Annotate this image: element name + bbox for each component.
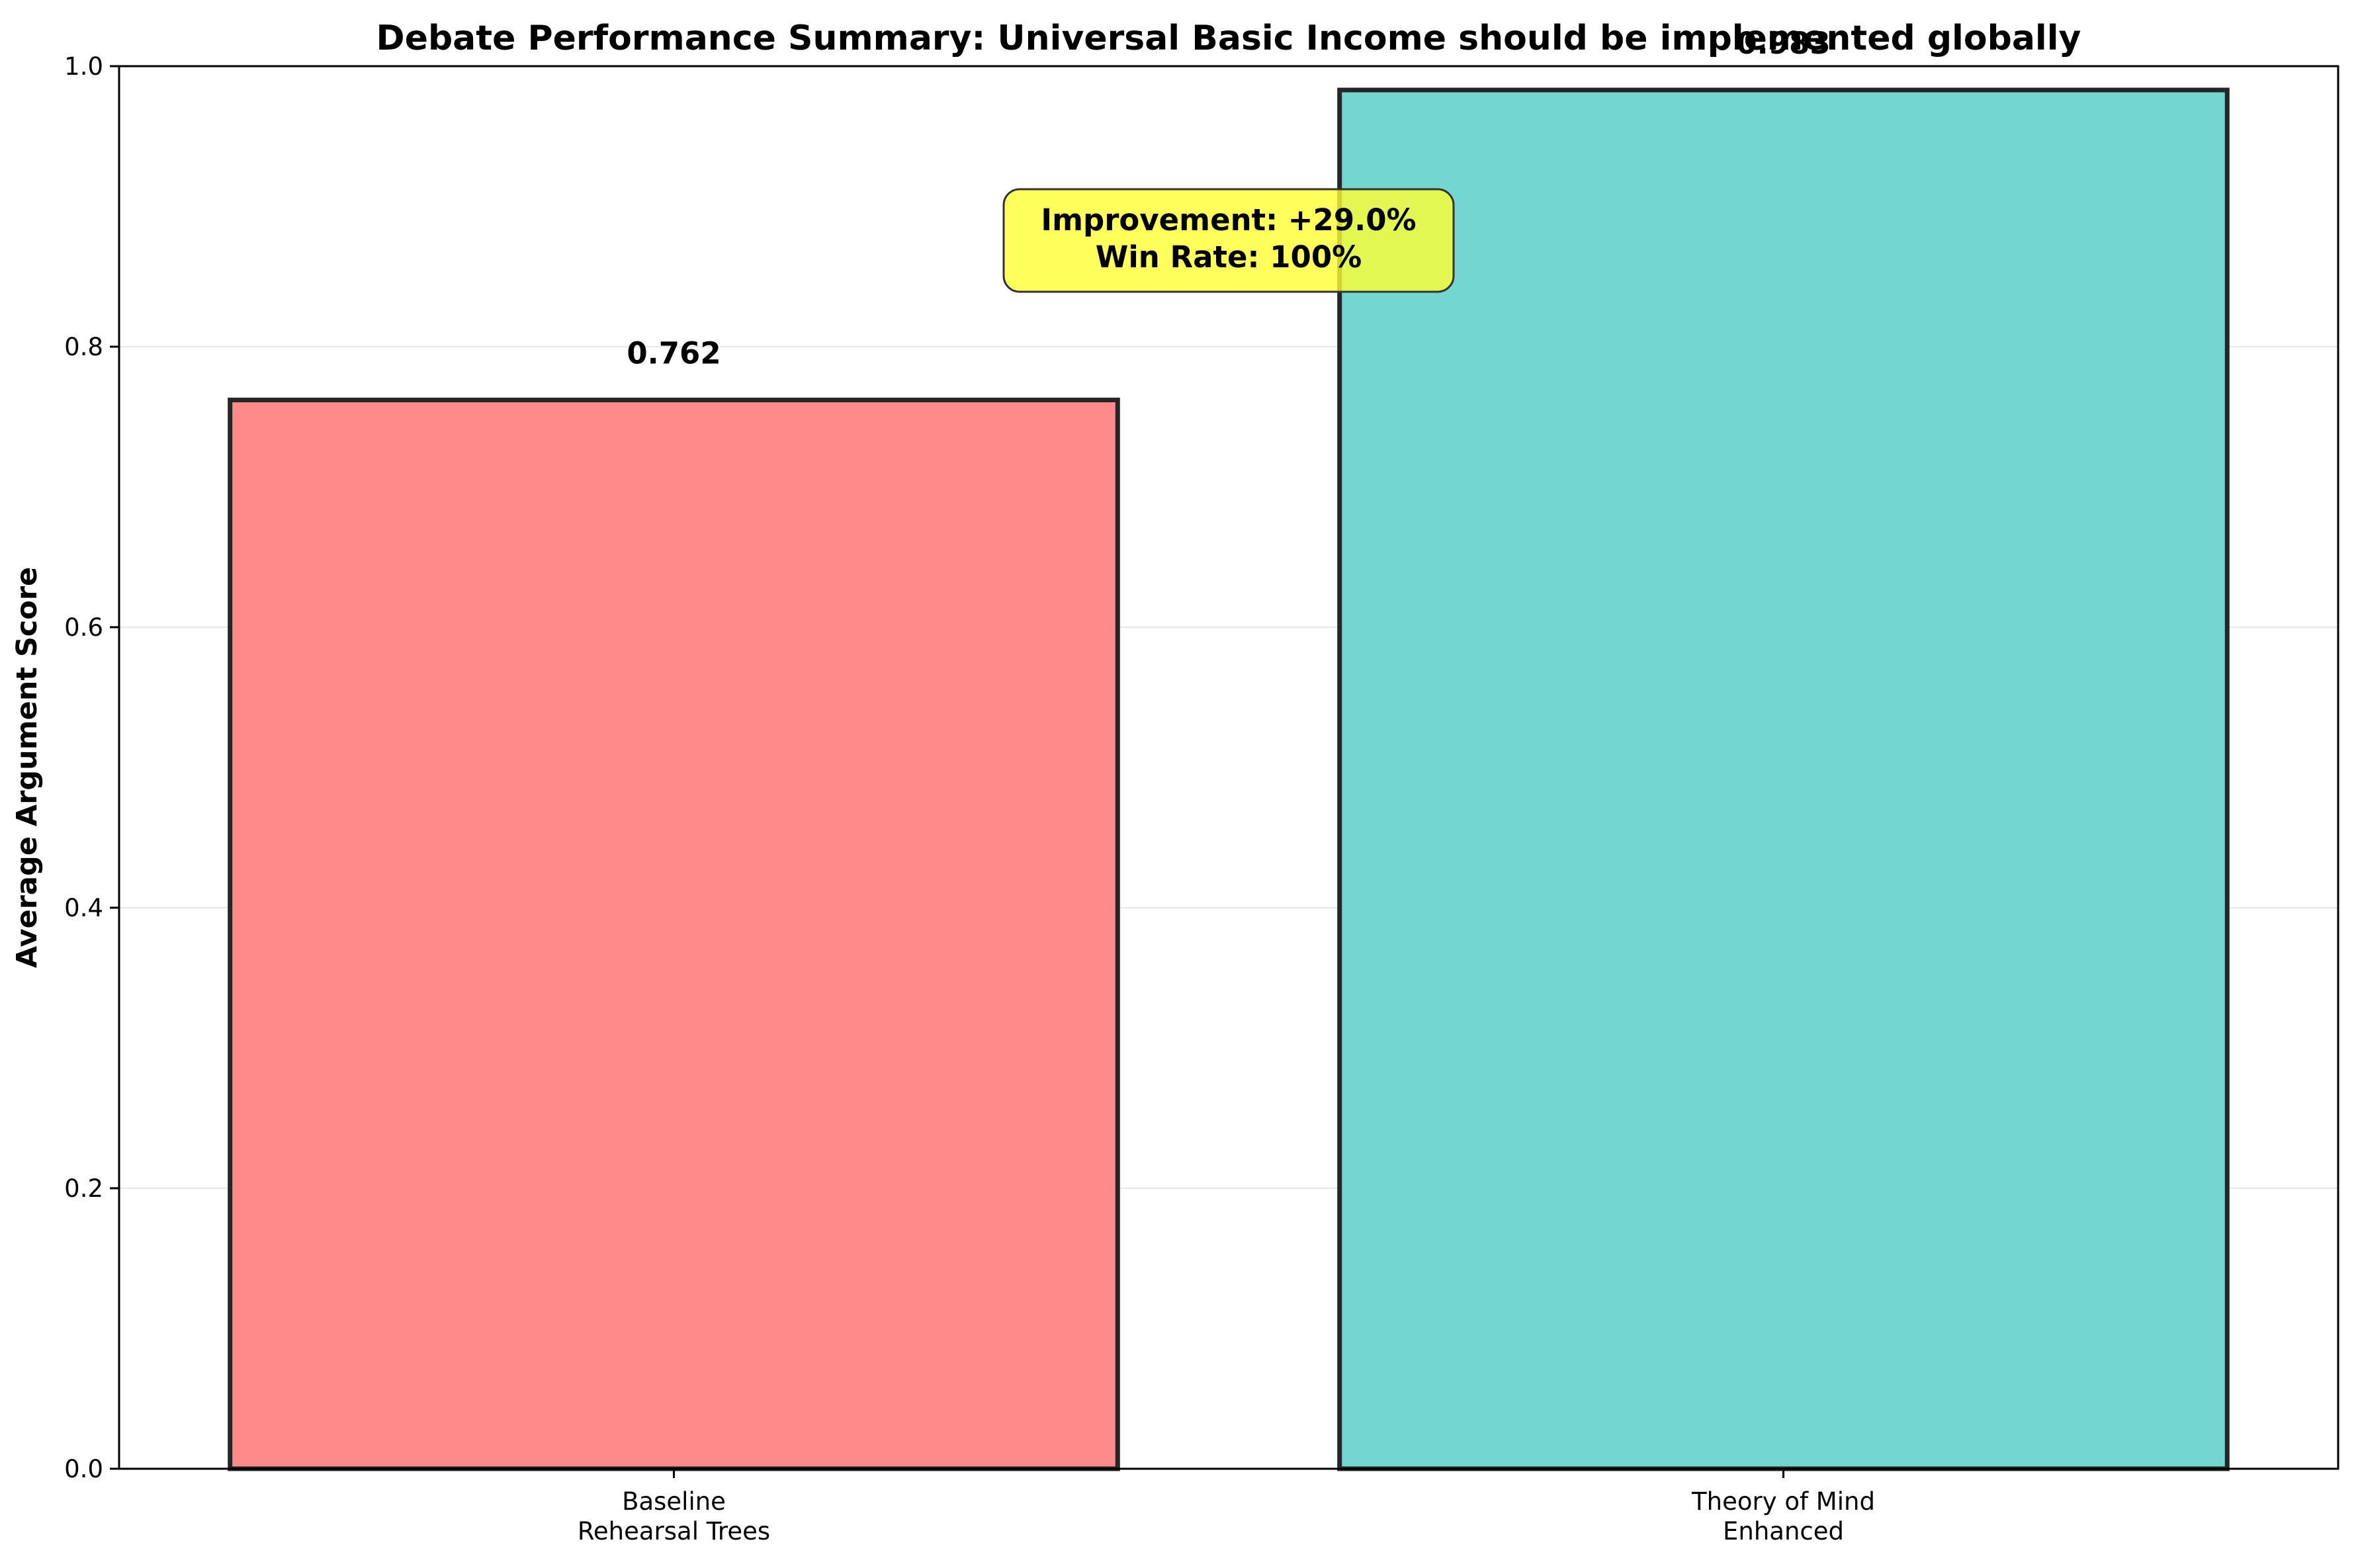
x-tick-label: Baseline (622, 1487, 726, 1516)
annotation-box (1002, 188, 1455, 293)
y-axis-label: Average Argument Score (11, 567, 44, 968)
y-tick-label: 1.0 (64, 52, 103, 81)
plot-frame (118, 65, 2339, 1470)
bar (1337, 87, 2230, 1471)
bar-value-label: 0.983 (1736, 26, 1830, 61)
y-tick-label: 0.6 (64, 613, 103, 642)
x-tick-label: Rehearsal Trees (578, 1517, 770, 1546)
bar-value-label: 0.762 (627, 336, 720, 371)
y-axis: 0.0 0.2 0.4 0.6 0.8 1.0 (64, 52, 119, 1483)
y-tick-label: 0.0 (64, 1455, 103, 1483)
annotation-text: Improvement: +29.0% (1041, 202, 1416, 238)
x-tick-label: Theory of Mind (1691, 1487, 1875, 1516)
chart-title: Debate Performance Summary: Universal Ba… (376, 19, 2081, 58)
bars (228, 87, 2230, 1471)
annotation-text: Win Rate: 100% (1096, 240, 1362, 275)
y-tick-label: 0.4 (64, 894, 103, 922)
y-tick-label: 0.8 (64, 333, 103, 361)
improvement-annotation: Improvement: +29.0%Win Rate: 100% (1002, 188, 1455, 293)
value-labels: 0.762 0.983 (627, 26, 1830, 371)
x-tick-label: Enhanced (1723, 1517, 1844, 1546)
bar (228, 398, 1120, 1471)
y-tick-label: 0.2 (64, 1174, 103, 1203)
